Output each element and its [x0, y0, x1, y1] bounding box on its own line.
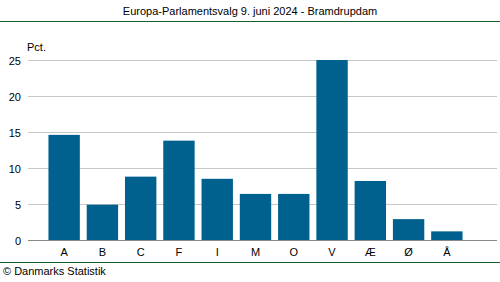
bar	[240, 194, 271, 240]
footer-rule	[0, 262, 500, 263]
x-tick-label: Ø	[404, 246, 413, 258]
y-tick-label: 0	[15, 235, 21, 247]
y-tick-label: 25	[9, 55, 21, 67]
grid-line	[28, 240, 497, 241]
bar	[316, 60, 347, 240]
grid-line	[28, 168, 497, 169]
title-rule	[0, 21, 500, 22]
bar	[431, 231, 462, 240]
bar	[393, 219, 424, 240]
bar	[355, 181, 386, 240]
bar	[163, 141, 194, 240]
x-tick-label: Æ	[365, 246, 376, 258]
x-tick-label: I	[216, 246, 219, 258]
x-tick-label: F	[176, 246, 183, 258]
chart: Europa-Parlamentsvalg 9. juni 2024 - Bra…	[0, 0, 500, 282]
x-tick-label: A	[60, 246, 68, 258]
bars	[48, 60, 462, 240]
x-tick-label: M	[251, 246, 260, 258]
grid-line	[28, 132, 497, 133]
grid-line	[28, 60, 497, 61]
x-tick-label: B	[99, 246, 106, 258]
title: Europa-Parlamentsvalg 9. juni 2024 - Bra…	[123, 5, 377, 17]
x-tick-label: V	[328, 246, 336, 258]
y-tick-label: 15	[9, 127, 21, 139]
bar	[125, 177, 156, 240]
x-tick-label: O	[289, 246, 298, 258]
bar	[87, 205, 118, 240]
x-tick-label: C	[137, 246, 145, 258]
y-tick-label: 10	[9, 163, 21, 175]
y-axis-label: Pct.	[27, 41, 46, 53]
source: © Danmarks Statistik	[3, 265, 106, 277]
y-tick-label: 20	[9, 91, 21, 103]
y-tick-label: 5	[15, 199, 21, 211]
grid-line	[28, 96, 497, 97]
x-tick-label: Å	[443, 246, 451, 258]
bar	[48, 135, 79, 240]
bar	[202, 179, 233, 240]
bar	[278, 194, 309, 240]
x-axis-line	[28, 240, 497, 241]
